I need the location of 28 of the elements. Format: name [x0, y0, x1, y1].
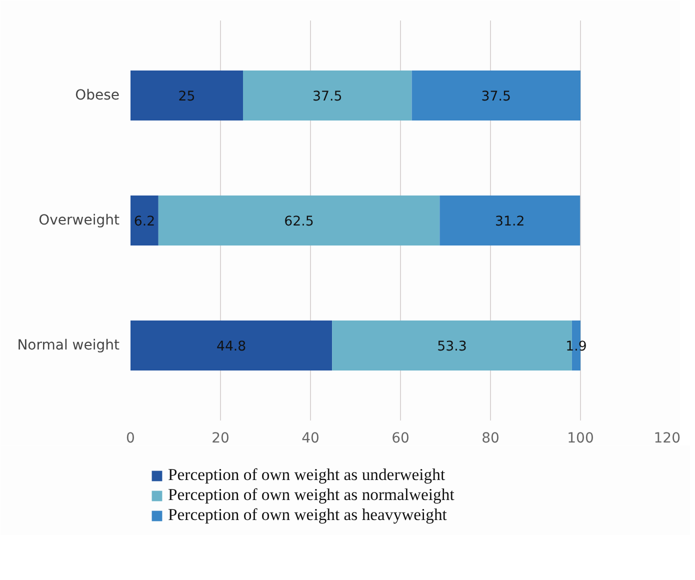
data-label: 6.2	[134, 214, 156, 230]
data-label: 25	[178, 90, 196, 104]
y-tick-label: Overweight	[38, 212, 120, 228]
x-tick-label: 100	[567, 430, 594, 446]
legend-label: Perception of own weight as heavyweight	[168, 505, 447, 525]
x-tick-label: 60	[392, 430, 410, 446]
data-label: 62.5	[284, 214, 314, 230]
x-tick-label: 80	[482, 430, 500, 446]
data-label: 53.3	[437, 340, 467, 354]
y-tick-label: Normal weight	[17, 338, 120, 354]
bar	[130, 70, 243, 120]
bar	[158, 196, 440, 246]
data-label: 44.8	[216, 340, 246, 354]
bar	[440, 196, 580, 246]
x-tick-label: 20	[212, 430, 230, 446]
bar	[243, 70, 412, 120]
x-tick-label: 120	[654, 430, 681, 446]
x-tick-label: 40	[302, 430, 320, 446]
legend-label: Perception of own weight as underweight	[168, 465, 446, 485]
x-tick-label: 0	[126, 430, 135, 446]
bar	[130, 196, 158, 246]
bar	[412, 70, 580, 120]
data-label: 37.5	[312, 90, 342, 104]
data-label: 31.2	[495, 214, 525, 230]
legend-label: Perception of own weight as normalweight	[168, 485, 454, 505]
bar	[130, 320, 332, 370]
y-tick-label: Obese	[75, 88, 120, 104]
data-label: 37.5	[481, 90, 511, 104]
